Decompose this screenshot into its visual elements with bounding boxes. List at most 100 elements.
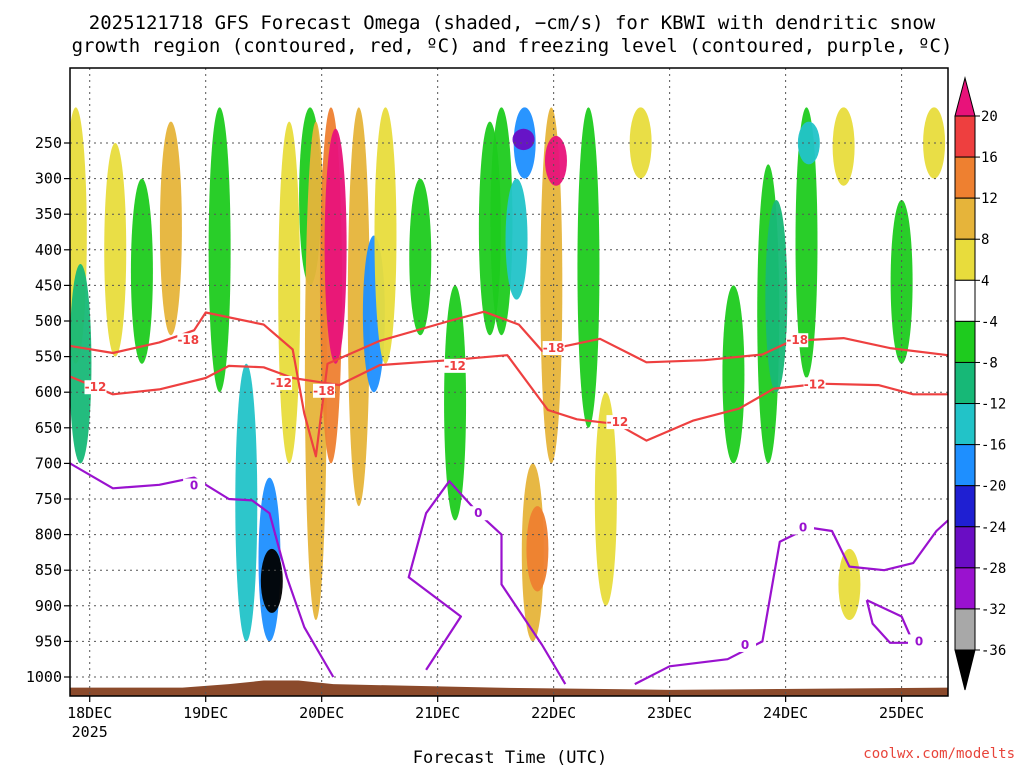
x-tick-label-23DEC: 23DEC <box>647 704 692 722</box>
x-tick-label-25DEC: 25DEC <box>879 704 924 722</box>
omega-shade-column-6 <box>235 363 258 642</box>
dgz_bottom_minus12-label-2: -12 <box>444 359 466 373</box>
omega-shade-column-4 <box>159 121 182 336</box>
freezing_level_0-label-0: 0 <box>190 478 198 492</box>
omega-shade-column-33 <box>765 199 788 393</box>
colorbar-band--4-to-4 <box>954 279 976 322</box>
dgz_bottom_minus12-label-bg-1 <box>270 375 293 390</box>
x-axis-label: Forecast Time (UTC) <box>413 748 607 768</box>
freezing_level_0-line-0 <box>70 462 335 678</box>
freezing_level_0-line-3 <box>865 599 915 644</box>
colorbar-label--36: -36 <box>981 643 1006 659</box>
omega-shade-column-16 <box>374 107 397 364</box>
y-tick-label-750: 750 <box>35 490 62 508</box>
y-axis-pressure: 250 300 350 400 450 500 550 600 650 700 750 800 850 9… <box>26 134 70 686</box>
colorbar-band-12-to-16 <box>954 156 976 199</box>
freezing_level_0-line-1 <box>407 480 567 685</box>
contour-labels: -18 -18 -18 -18 -12 -12 -12 -12 -12 0 0 0 0 0 <box>84 333 931 652</box>
colorbar-band-16-to-20 <box>954 115 976 158</box>
y-tick-label-400: 400 <box>35 241 62 259</box>
dgz_top_minus18-line-0 <box>70 310 948 458</box>
dgz_bottom_minus12-line-0 <box>70 354 948 442</box>
omega-shade-column-28 <box>577 107 600 428</box>
colorbar-band--12-to--8 <box>954 361 976 405</box>
omega-shade-column-13 <box>324 128 347 364</box>
dgz_bottom_minus12-label-3: -12 <box>607 415 629 429</box>
terrain-layer <box>70 680 948 696</box>
colorbar-band--36-to--32 <box>954 608 976 651</box>
colorbar-band-4-to-8 <box>954 238 976 281</box>
chart-title-line1: 2025121718 GFS Forecast Omega (shaded, −… <box>89 12 936 34</box>
colorbar-label--16: -16 <box>981 438 1006 454</box>
dgz_top_minus18-label-2: -18 <box>786 333 808 347</box>
omega-shade-column-36 <box>832 107 855 186</box>
y-tick-label-900: 900 <box>35 597 62 615</box>
dgz_top_minus18-label-1: -18 <box>543 341 565 355</box>
dgz_top_minus18-label-bg-2 <box>786 333 809 348</box>
contour-layer <box>70 310 948 686</box>
omega-shade-column-27 <box>544 135 567 186</box>
dgz_bottom_minus12-label-bg-2 <box>444 358 467 373</box>
omega-shade-column-17 <box>409 178 432 336</box>
omega-shade-column-8 <box>260 548 283 613</box>
dgz_top_minus18-label-bg-1 <box>542 341 565 356</box>
colorbar-label--4: -4 <box>981 314 998 330</box>
colorbar-label--12: -12 <box>981 397 1006 413</box>
omega-shade-column-23 <box>512 128 535 151</box>
freezing_level_0-label-bg-3 <box>792 520 815 535</box>
omega-shade-column-2 <box>104 143 127 357</box>
colorbar-label-12: 12 <box>981 191 998 207</box>
y-tick-label-700: 700 <box>35 454 62 472</box>
colorbar-band--24-to--20 <box>954 485 976 528</box>
x-tick-label-20DEC: 20DEC <box>299 704 344 722</box>
freezing_level_0-label-3: 0 <box>799 520 807 534</box>
colorbar-band--16-to--12 <box>954 403 976 446</box>
omega-shade-column-9 <box>278 121 301 464</box>
y-tick-label-300: 300 <box>35 170 62 188</box>
colorbar-label--28: -28 <box>981 561 1006 577</box>
y-tick-label-450: 450 <box>35 276 62 294</box>
y-tick-label-1000: 1000 <box>26 668 62 686</box>
y-tick-label-950: 950 <box>35 632 62 650</box>
omega-shade-column-1 <box>70 264 92 464</box>
dgz_bottom_minus12-label-1: -12 <box>270 376 292 390</box>
colorbar-label--20: -20 <box>981 479 1006 495</box>
dgz_top_minus18-label-bg-3 <box>313 383 336 398</box>
colorbar-label-4: 4 <box>981 273 989 289</box>
x-tick-label-19DEC: 19DEC <box>183 704 228 722</box>
omega-shade-column-21 <box>505 178 528 300</box>
omega-shade-column-37 <box>838 548 861 621</box>
colorbar-bottom-arrow <box>954 649 976 691</box>
freezing_level_0-label-bg-0 <box>183 478 206 493</box>
freezing_level_0-label-bg-4 <box>908 634 931 649</box>
dgz_top_minus18-label-0: -18 <box>177 333 199 347</box>
freezing_level_0-label-1: 0 <box>474 506 482 520</box>
colorbar-band--28-to--24 <box>954 526 976 569</box>
freezing_level_0-label-2: 0 <box>741 638 749 652</box>
plot-frame <box>69 67 949 697</box>
x-tick-year-label: 2025 <box>72 723 108 741</box>
dgz_bottom_minus12-label-0: -12 <box>85 380 107 394</box>
omega-shade-column-38 <box>890 199 913 364</box>
x-tick-label-22DEC: 22DEC <box>531 704 576 722</box>
colorbar-label--24: -24 <box>981 520 1006 536</box>
chart-title-line2: growth region (contoured, red, ºC) and f… <box>72 35 953 57</box>
colorbar: 20 16 12 8 4 -4 -8 -12 -16 -20 -24 -28 -32 -36 <box>954 76 1006 691</box>
credit-text: coolwx.com/modelts <box>863 746 1015 762</box>
freezing_level_0-line-2 <box>634 519 948 686</box>
freezing_level_0-label-4: 0 <box>915 634 923 648</box>
y-tick-label-500: 500 <box>35 312 62 330</box>
y-tick-label-800: 800 <box>35 526 62 544</box>
dgz_bottom_minus12-label-4: -12 <box>804 377 826 391</box>
dgz_bottom_minus12-label-bg-0 <box>84 380 107 395</box>
omega-shade-column-18 <box>444 285 467 521</box>
colorbar-label-8: 8 <box>981 232 989 248</box>
colorbar-band--8-to--4 <box>954 320 976 363</box>
dgz_top_minus18-label-3: -18 <box>313 384 335 398</box>
y-tick-label-350: 350 <box>35 205 62 223</box>
y-tick-label-850: 850 <box>35 561 62 579</box>
colorbar-label-16: 16 <box>981 150 998 166</box>
colorbar-band--32-to--28 <box>954 567 976 610</box>
